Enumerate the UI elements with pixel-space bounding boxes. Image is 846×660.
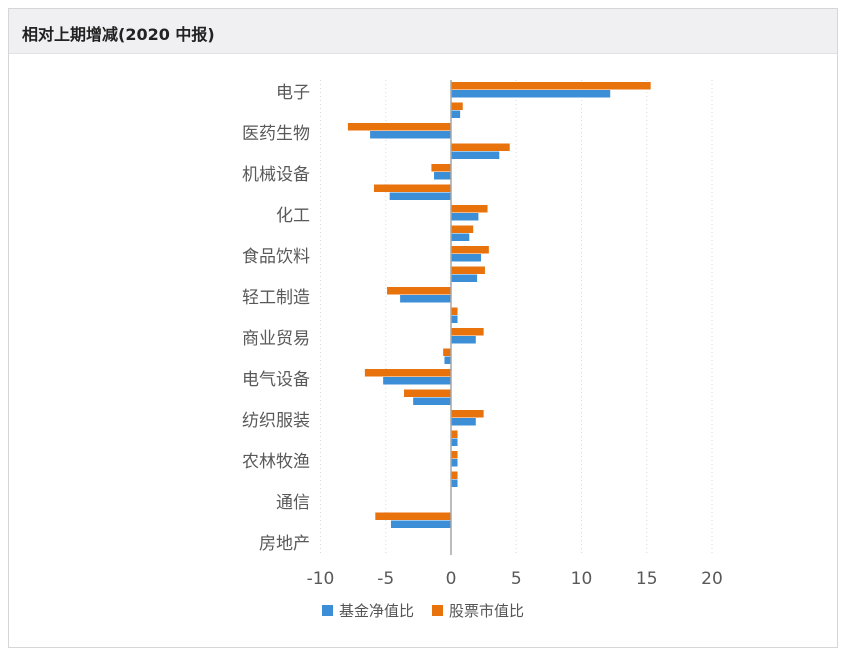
- bar-fund[interactable]: [400, 295, 451, 303]
- legend-label-stock: 股票市值比: [449, 601, 525, 620]
- bar-fund[interactable]: [451, 418, 476, 426]
- bar-fund[interactable]: [451, 479, 458, 488]
- chart-panel: 相对上期增减(2020 中报): [8, 8, 838, 648]
- chart-legend: 基金净值比 股票市值比: [0, 598, 846, 622]
- category-label: 通信: [276, 493, 310, 513]
- category-label: 医药生物: [242, 124, 310, 144]
- x-tick-label: -5: [377, 569, 394, 589]
- panel-header: 相对上期增减(2020 中报): [9, 9, 837, 54]
- bar-fund[interactable]: [451, 336, 476, 344]
- bar-fund[interactable]: [451, 315, 458, 324]
- x-tick-label: -10: [307, 569, 335, 589]
- bar-fund[interactable]: [434, 172, 451, 180]
- bar-fund[interactable]: [389, 192, 451, 201]
- x-tick-labels: -10 -5 0 5 10 15 20: [307, 569, 723, 589]
- bar-stock[interactable]: [364, 369, 451, 377]
- category-label: 化工: [276, 206, 310, 226]
- x-tick-label: 20: [701, 569, 723, 589]
- x-tick-label: 5: [511, 569, 522, 589]
- category-label: 房地产: [259, 534, 310, 554]
- bar-stock[interactable]: [451, 102, 463, 111]
- bar-stock[interactable]: [431, 164, 451, 172]
- bar-stock[interactable]: [451, 430, 458, 439]
- bar-fund[interactable]: [413, 397, 451, 406]
- legend-label-fund: 基金净值比: [338, 601, 414, 620]
- category-label: 轻工制造: [242, 288, 310, 308]
- bar-stock[interactable]: [451, 266, 485, 275]
- bar-stock[interactable]: [451, 225, 474, 234]
- bar-stock[interactable]: [451, 451, 458, 459]
- bar-stock[interactable]: [387, 287, 451, 295]
- bar-fund[interactable]: [451, 274, 478, 283]
- legend-swatch-fund: [321, 604, 333, 616]
- bar-stock[interactable]: [451, 205, 488, 213]
- x-tick-label: 15: [636, 569, 658, 589]
- bar-fund[interactable]: [451, 90, 611, 98]
- bar-fund[interactable]: [451, 438, 458, 447]
- category-labels: 电子医药生物机械设备化工食品饮料轻工制造商业贸易电气设备纺织服装农林牧渔通信房地…: [242, 83, 310, 554]
- category-label: 纺织服装: [242, 411, 310, 431]
- bar-stock[interactable]: [451, 307, 458, 316]
- bar-stock[interactable]: [347, 123, 451, 131]
- category-label: 机械设备: [242, 165, 310, 185]
- bar-stock[interactable]: [375, 512, 451, 521]
- x-tick-label: 0: [446, 569, 457, 589]
- bar-fund[interactable]: [444, 356, 451, 365]
- bar-stock[interactable]: [451, 246, 489, 254]
- bar-fund[interactable]: [370, 131, 451, 139]
- category-label: 食品饮料: [242, 247, 310, 267]
- legend-swatch-stock: [432, 604, 443, 616]
- category-label: 商业贸易: [242, 329, 310, 349]
- bar-fund[interactable]: [451, 110, 461, 119]
- bar-stock[interactable]: [451, 82, 651, 90]
- category-label: 电气设备: [242, 370, 310, 390]
- bar-stock[interactable]: [451, 143, 510, 152]
- x-tick-label: 10: [571, 569, 593, 589]
- bar-fund[interactable]: [451, 151, 500, 160]
- chart-title: 相对上期增减(2020 中报): [22, 25, 215, 44]
- category-label: 农林牧渔: [242, 452, 310, 472]
- bar-stock[interactable]: [404, 389, 451, 398]
- bar-fund[interactable]: [383, 377, 451, 385]
- bar-fund[interactable]: [451, 254, 482, 262]
- bar-fund[interactable]: [451, 233, 470, 242]
- bar-fund[interactable]: [451, 459, 458, 467]
- bar-fund[interactable]: [451, 213, 479, 221]
- bars: [347, 82, 651, 529]
- bar-stock[interactable]: [374, 184, 451, 193]
- bar-fund[interactable]: [390, 520, 451, 529]
- legend-item-fund[interactable]: 基金净值比: [321, 600, 414, 621]
- category-label: 电子: [276, 83, 310, 103]
- bar-stock[interactable]: [451, 410, 484, 418]
- grid-lines: [320, 80, 713, 555]
- bar-stock[interactable]: [451, 328, 484, 336]
- bar-stock[interactable]: [443, 348, 451, 357]
- legend-item-stock[interactable]: 股票市值比: [432, 600, 524, 621]
- bar-stock[interactable]: [451, 471, 458, 480]
